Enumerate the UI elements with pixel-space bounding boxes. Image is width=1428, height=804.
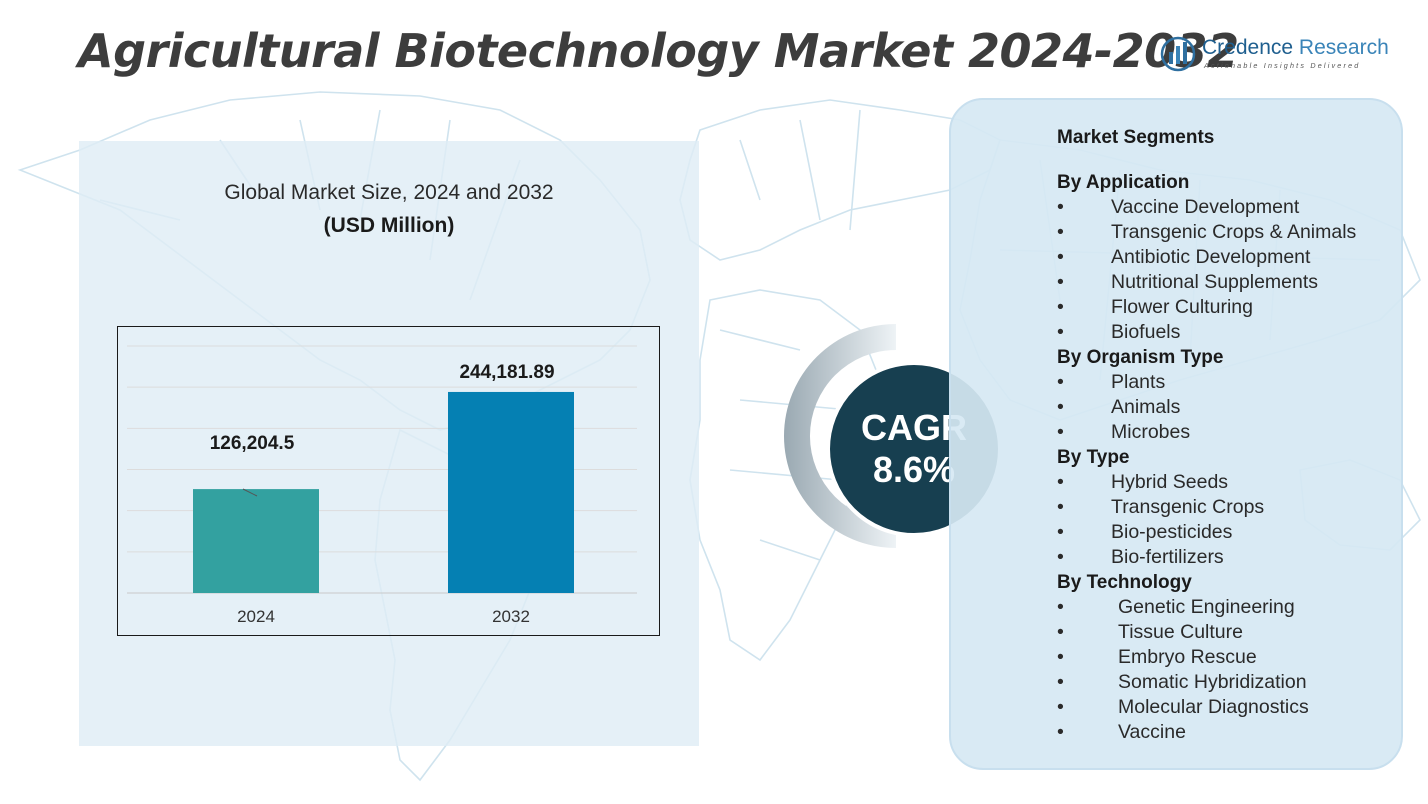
segments-panel (949, 98, 1403, 770)
bullet-icon: • (1057, 696, 1064, 718)
segment-item: • Somatic Hybridization (1057, 670, 1402, 695)
segment-item-label: Embryo Rescue (1118, 646, 1257, 668)
logo-name-first: Credence (1202, 36, 1294, 59)
bullet-icon: • (1057, 221, 1064, 243)
segment-item-label: Tissue Culture (1118, 621, 1243, 643)
segment-item-label: Vaccine Development (1111, 196, 1300, 218)
cagr-value: 8.6% (872, 449, 956, 490)
bullet-icon: • (1057, 471, 1064, 493)
segment-group-title: By Organism Type (1057, 347, 1224, 368)
segment-item-label: Bio-pesticides (1111, 521, 1233, 543)
segment-item: • Animals (1057, 395, 1402, 420)
bullet-icon: • (1057, 596, 1064, 618)
bullet-icon: • (1057, 271, 1064, 293)
bullet-icon: • (1057, 196, 1064, 218)
segment-item-label: Somatic Hybridization (1118, 671, 1307, 693)
bullet-icon: • (1057, 246, 1064, 268)
segment-item: • Biofuels (1057, 320, 1402, 345)
chart-panel: Global Market Size, 2024 and 2032 (USD M… (79, 141, 699, 746)
logo-bar-chart-icon (1160, 36, 1196, 72)
segment-item: • Transgenic Crops & Animals (1057, 220, 1402, 245)
bar-2024 (193, 489, 319, 593)
segment-group-title: By Technology (1057, 572, 1192, 593)
segment-item-label: Hybrid Seeds (1111, 471, 1229, 493)
logo-tagline: Actionable Insights Delivered (1204, 61, 1361, 70)
bullet-icon: • (1057, 321, 1064, 343)
segment-item: • Bio-pesticides (1057, 520, 1402, 545)
segment-group-title: By Type (1057, 447, 1130, 468)
segments-list: By Application • Vaccine Development • Trans… (1057, 170, 1402, 745)
bullet-icon: • (1057, 521, 1064, 543)
data-label-leader (242, 488, 258, 497)
segment-item: • Vaccine Development (1057, 195, 1402, 220)
bar-chart: 126,204.5 2024 244,181.89 2032 (117, 326, 660, 636)
segment-item-label: Animals (1111, 396, 1181, 418)
bullet-icon: • (1057, 396, 1064, 418)
bullet-icon: • (1057, 671, 1064, 693)
bullet-icon: • (1057, 646, 1064, 668)
segment-item-label: Transgenic Crops (1111, 496, 1265, 518)
chart-unit: (USD Million) (323, 214, 455, 237)
segment-item: • Vaccine (1057, 720, 1402, 745)
segment-item-label: Flower Culturing (1111, 296, 1253, 318)
segment-item: • Transgenic Crops (1057, 495, 1402, 520)
bullet-icon: • (1057, 296, 1064, 318)
bullet-icon: • (1057, 421, 1064, 443)
segment-item: • Nutritional Supplements (1057, 270, 1402, 295)
segment-item: • Embryo Rescue (1057, 645, 1402, 670)
bullet-icon: • (1057, 621, 1064, 643)
chart-frame (117, 326, 660, 636)
bullet-icon: • (1057, 371, 1064, 393)
segment-item-label: Microbes (1111, 421, 1191, 443)
segment-item: • Hybrid Seeds (1057, 470, 1402, 495)
segment-item: • Bio-fertilizers (1057, 545, 1402, 570)
segment-item-label: Antibiotic Development (1111, 246, 1311, 268)
segment-group-title: By Application (1057, 172, 1190, 193)
tick-label-2024: 2024 (237, 607, 275, 626)
data-label-2024: 126,204.5 (210, 433, 295, 454)
segment-item: • Plants (1057, 370, 1402, 395)
credence-research-logo: Credence Research Actionable Insights De… (1160, 36, 1395, 76)
logo-name-second: Research (1293, 36, 1389, 59)
segment-item-label: Transgenic Crops & Animals (1111, 221, 1357, 243)
segment-item-label: Genetic Engineering (1118, 596, 1295, 618)
segment-item-label: Bio-fertilizers (1111, 546, 1224, 568)
bullet-icon: • (1057, 721, 1064, 743)
segment-item-label: Nutritional Supplements (1111, 271, 1319, 293)
cagr-ring-decoration (784, 324, 896, 548)
bullet-icon: • (1057, 496, 1064, 518)
page-title: Agricultural Biotechnology Market 2024-2… (78, 24, 1239, 78)
segment-item-label: Biofuels (1111, 321, 1181, 343)
tick-label-2032: 2032 (492, 607, 530, 626)
segment-item-label: Plants (1111, 371, 1166, 393)
bar-2032 (448, 391, 574, 593)
segments-heading: Market Segments (1057, 127, 1215, 148)
segment-item: • Flower Culturing (1057, 295, 1402, 320)
bullet-icon: • (1057, 546, 1064, 568)
data-label-2032: 244,181.89 (459, 362, 554, 383)
segment-item: • Microbes (1057, 420, 1402, 445)
segment-item: • Genetic Engineering (1057, 595, 1402, 620)
chart-subtitle: Global Market Size, 2024 and 2032 (224, 181, 554, 204)
logo-name: Credence Research (1202, 36, 1389, 60)
segment-item-label: Molecular Diagnostics (1118, 696, 1309, 718)
segment-item: • Tissue Culture (1057, 620, 1402, 645)
segment-item-label: Vaccine (1118, 721, 1186, 743)
segment-item: • Antibiotic Development (1057, 245, 1402, 270)
segment-item: • Molecular Diagnostics (1057, 695, 1402, 720)
